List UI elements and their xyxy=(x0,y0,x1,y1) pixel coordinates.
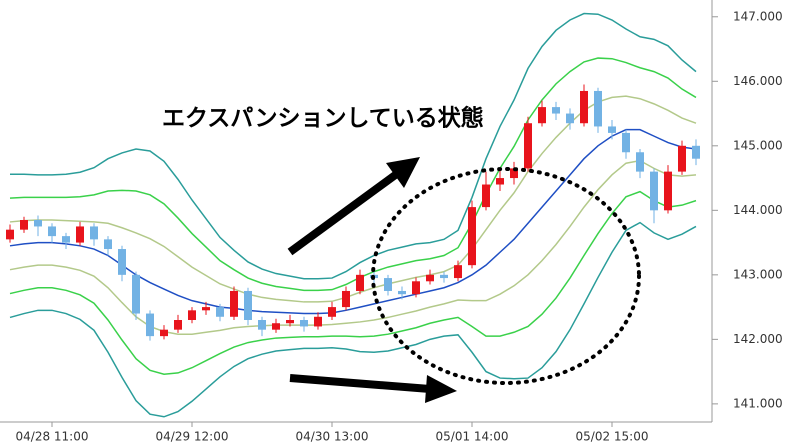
band-line xyxy=(9,57,697,292)
candle-body xyxy=(608,126,616,133)
band-line xyxy=(9,221,697,418)
candle-body xyxy=(594,90,602,127)
candle-body xyxy=(356,274,364,291)
candle-body xyxy=(342,290,350,308)
candle-body xyxy=(622,132,630,153)
candle-body xyxy=(300,320,308,327)
candle-body xyxy=(566,113,574,124)
candle-body xyxy=(202,307,210,311)
y-tick-label: 143.000 xyxy=(733,267,783,281)
candle-body xyxy=(230,290,238,317)
candle-body xyxy=(160,329,168,337)
y-tick-label: 145.000 xyxy=(733,138,783,152)
candle-body xyxy=(328,307,336,317)
annotations: エクスパンションしている状態 xyxy=(162,105,641,403)
candle-body xyxy=(636,152,644,172)
annotation: エクスパンションしている状態 xyxy=(162,105,484,132)
candle-body xyxy=(468,207,476,266)
candle-body xyxy=(482,184,490,208)
candle-body xyxy=(664,171,672,211)
candle-body xyxy=(384,278,392,291)
candle-body xyxy=(244,290,252,320)
candle-body xyxy=(692,145,700,159)
y-tick-label: 144.000 xyxy=(733,203,783,217)
dotted-ellipse xyxy=(371,167,641,385)
x-tick-label: 04/28 11:00 xyxy=(16,430,89,444)
candle-body xyxy=(76,226,84,243)
y-tick-label: 146.000 xyxy=(733,74,783,88)
x-tick-label: 05/02 15:00 xyxy=(576,430,649,444)
x-tick-label: 05/01 14:00 xyxy=(436,430,509,444)
candle-body xyxy=(20,220,28,230)
x-tick-label: 04/29 12:00 xyxy=(156,430,229,444)
y-tick-label: 142.000 xyxy=(733,332,783,346)
candle-body xyxy=(412,281,420,295)
band-line xyxy=(10,12,697,280)
candle-body xyxy=(552,107,560,114)
arrow-up-shaft xyxy=(287,169,401,256)
candle-body xyxy=(314,316,322,327)
candle-body xyxy=(286,320,294,324)
candle-body xyxy=(580,90,588,124)
candle-body xyxy=(132,274,140,314)
candle-body xyxy=(496,178,504,185)
candle-body xyxy=(678,145,686,172)
candle-body xyxy=(188,310,196,320)
candle-body xyxy=(454,265,462,279)
candle-body xyxy=(398,290,406,295)
candle-body xyxy=(62,236,70,243)
axes: 141.000 142.000 143.000 144.000 145.000 146.0… xyxy=(0,0,783,444)
candle-body xyxy=(650,171,658,211)
candle-body xyxy=(146,313,154,337)
candle-body xyxy=(440,274,448,279)
candle-body xyxy=(426,274,434,282)
arrow-up-head xyxy=(386,157,420,188)
candle-body xyxy=(118,249,126,275)
candle-body xyxy=(48,226,56,237)
candles xyxy=(6,84,700,341)
candle-body xyxy=(538,107,546,124)
candle-body xyxy=(272,323,280,330)
candle-body xyxy=(216,307,224,317)
candle-body xyxy=(510,168,518,179)
candle-body xyxy=(258,320,266,330)
candle-body xyxy=(174,320,182,330)
candle-body xyxy=(90,226,98,240)
band-line xyxy=(9,159,697,335)
band-line xyxy=(9,190,697,375)
x-tick-label: 04/30 13:00 xyxy=(296,430,369,444)
candle-body xyxy=(104,239,112,250)
y-tick-label: 141.000 xyxy=(733,396,783,410)
arrow-right-shaft xyxy=(289,374,431,393)
candle-body xyxy=(34,220,42,227)
arrow-right-head xyxy=(425,375,457,403)
y-tick-label: 147.000 xyxy=(733,9,783,23)
candle-body xyxy=(6,229,14,240)
candle-body xyxy=(524,123,532,169)
